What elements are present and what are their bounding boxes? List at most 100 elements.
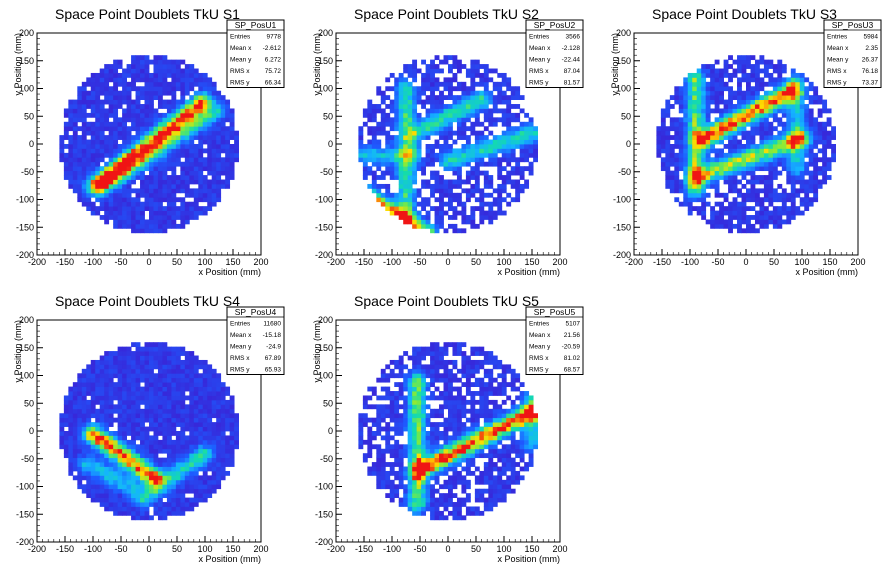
heatmap-cell bbox=[113, 470, 119, 476]
heatmap-cell bbox=[72, 144, 78, 149]
heatmap-cell bbox=[99, 197, 105, 203]
heatmap-cell bbox=[68, 108, 74, 114]
heatmap-cell bbox=[687, 175, 693, 180]
heatmap-cell bbox=[385, 157, 391, 163]
heatmap-cell bbox=[412, 144, 418, 149]
heatmap-cell bbox=[216, 135, 222, 140]
x-tick-label: -50 bbox=[711, 257, 724, 267]
heatmap-cell bbox=[171, 497, 177, 503]
heatmap-cell bbox=[81, 121, 87, 127]
heatmap-cell bbox=[746, 166, 751, 172]
heatmap-cell bbox=[86, 201, 92, 207]
heatmap-cell bbox=[104, 206, 110, 211]
heatmap-cell bbox=[669, 148, 675, 154]
heatmap-cell bbox=[772, 64, 778, 69]
heatmap-cell bbox=[795, 157, 801, 163]
heatmap-cell bbox=[135, 342, 141, 348]
heatmap-cell bbox=[157, 386, 163, 392]
heatmap-cell bbox=[175, 377, 181, 383]
heatmap-cell bbox=[398, 197, 404, 203]
heatmap-cell bbox=[131, 355, 136, 361]
heatmap-cell bbox=[144, 359, 150, 365]
heatmap-cell bbox=[229, 408, 235, 414]
heatmap-cell bbox=[465, 68, 471, 74]
heatmap-cell bbox=[198, 99, 204, 105]
heatmap-cell bbox=[108, 422, 114, 427]
heatmap-cell bbox=[117, 183, 123, 189]
heatmap-cell bbox=[162, 470, 168, 476]
heatmap-cell bbox=[456, 192, 462, 198]
heatmap-cell bbox=[225, 112, 231, 118]
heatmap-cell bbox=[772, 157, 778, 163]
heatmap-cell bbox=[430, 175, 435, 180]
heatmap-cell bbox=[220, 170, 226, 176]
heatmap-cell bbox=[117, 152, 123, 158]
heatmap-cell bbox=[421, 59, 426, 65]
heatmap-cell bbox=[166, 112, 172, 118]
heatmap-cell bbox=[108, 351, 114, 356]
heatmap-cell bbox=[398, 215, 404, 220]
heatmap-cell bbox=[772, 210, 778, 216]
heatmap-cell bbox=[131, 359, 136, 365]
heatmap-cell bbox=[452, 152, 458, 158]
heatmap-cell bbox=[506, 161, 512, 167]
heatmap-cell bbox=[398, 130, 404, 136]
heatmap-cell bbox=[696, 197, 702, 203]
heatmap-cell bbox=[732, 139, 738, 145]
heatmap-cell bbox=[665, 144, 671, 149]
heatmap-cell bbox=[786, 206, 792, 211]
heatmap-cell bbox=[412, 215, 418, 220]
heatmap-cell bbox=[772, 99, 778, 105]
heatmap-cell bbox=[705, 170, 711, 176]
heatmap-cell bbox=[483, 161, 489, 167]
stats-value: 26.37 bbox=[862, 57, 879, 64]
heatmap-cell bbox=[117, 484, 123, 490]
heatmap-cell bbox=[696, 188, 702, 194]
heatmap-cell bbox=[126, 346, 132, 352]
heatmap-cell bbox=[117, 148, 123, 154]
heatmap-cell bbox=[126, 210, 132, 216]
heatmap-cell bbox=[728, 130, 733, 136]
heatmap-cell bbox=[81, 466, 87, 472]
heatmap-cell bbox=[781, 130, 787, 136]
heatmap-cell bbox=[202, 382, 208, 387]
heatmap-cell bbox=[795, 206, 801, 211]
heatmap-cell bbox=[483, 112, 489, 118]
heatmap-cell bbox=[117, 117, 123, 123]
stats-value: 65.93 bbox=[265, 367, 282, 374]
heatmap-cell bbox=[488, 95, 494, 100]
heatmap-cell bbox=[524, 148, 530, 154]
heatmap-cell bbox=[162, 364, 168, 370]
heatmap-cell bbox=[701, 161, 707, 167]
heatmap-cell bbox=[131, 170, 136, 176]
heatmap-cell bbox=[430, 108, 435, 114]
heatmap-cell bbox=[216, 484, 222, 490]
heatmap-cell bbox=[166, 502, 172, 507]
heatmap-cell bbox=[95, 179, 101, 185]
heatmap-cell bbox=[90, 435, 96, 441]
heatmap-cell bbox=[166, 161, 172, 167]
heatmap-cell bbox=[149, 148, 154, 154]
heatmap-cell bbox=[117, 413, 123, 419]
heatmap-cell bbox=[162, 346, 168, 352]
heatmap-cell bbox=[149, 201, 154, 207]
heatmap-cell bbox=[229, 112, 235, 118]
heatmap-cell bbox=[99, 457, 105, 463]
heatmap-cell bbox=[171, 121, 177, 127]
heatmap-cell bbox=[122, 130, 127, 136]
heatmap-cell bbox=[220, 439, 226, 445]
heatmap-cell bbox=[63, 408, 69, 414]
y-tick-label: -50 bbox=[320, 167, 333, 177]
heatmap-cell bbox=[786, 192, 792, 198]
heatmap-cell bbox=[131, 435, 136, 441]
heatmap-cell bbox=[189, 210, 195, 216]
heatmap-cell bbox=[701, 201, 707, 207]
heatmap-cell bbox=[162, 148, 168, 154]
heatmap-cell bbox=[126, 215, 132, 220]
heatmap-cell bbox=[741, 95, 747, 100]
heatmap-cell bbox=[153, 192, 159, 198]
heatmap-cell bbox=[813, 130, 819, 136]
heatmap-cell bbox=[759, 77, 765, 83]
heatmap-cell bbox=[86, 377, 92, 383]
heatmap-cell bbox=[678, 90, 684, 96]
